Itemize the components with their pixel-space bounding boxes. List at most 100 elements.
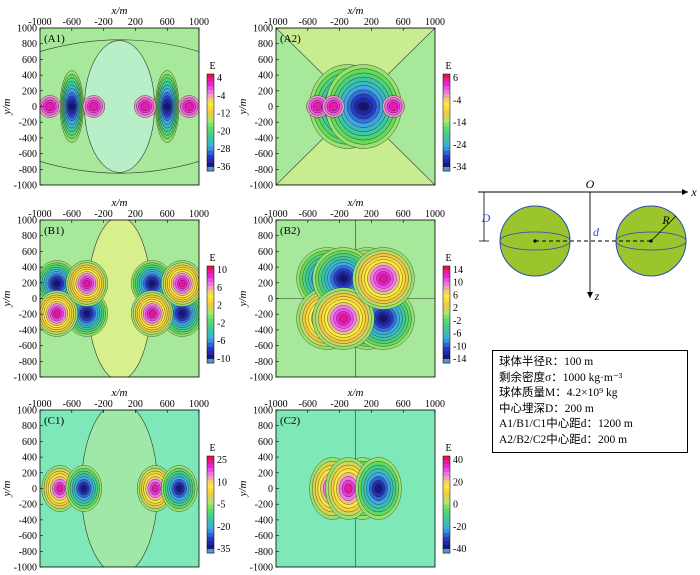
colorbar-segment [207,520,214,526]
x-tick-label: -600 [63,17,81,28]
y-tick-label: -1000 [250,181,273,192]
y-tick-label: 800 [258,231,273,242]
y-axis-title: y/m [237,481,249,498]
colorbar-tick-label: -24 [453,140,466,151]
colorbar-segment [207,290,214,295]
colorbar-title: E [209,443,215,454]
contour-ring [344,483,353,494]
colorbar-segment [207,330,214,336]
colorbar-tick-label: -4 [217,91,225,102]
colorbar-segment [207,294,214,299]
x-tick-label: 600 [160,209,175,220]
contour-ring [339,274,348,283]
y-tick-label: 800 [22,231,37,242]
colorbar-segment [207,504,214,510]
y-tick-label: -1000 [250,373,273,384]
y-tick-label: 400 [258,263,273,274]
colorbar-tick-label: 6 [453,73,458,84]
panel-label: (C2) [280,415,301,427]
y-tick-label: -200 [19,500,37,511]
x-tick-label: -1000 [28,399,51,410]
colorbar-segment [443,86,450,91]
panel-label: (C1) [44,415,65,427]
colorbar-segment [443,314,450,320]
colorbar-title: E [209,253,215,264]
y-tick-label: 400 [22,263,37,274]
panel-label: (B2) [280,225,301,237]
contour-ring [83,280,90,287]
y-axis-title: y/m [1,481,13,498]
colorbar-segment [443,520,450,526]
colorbar-segment [207,118,214,123]
colorbar-segment [207,512,214,518]
colorbar-segment [207,274,214,279]
x-axis-title: x/m [111,387,128,399]
y-tick-label: 0 [32,294,37,305]
colorbar-segment [443,154,450,160]
colorbar-tick-label: 0 [453,500,458,511]
y-tick-label: 200 [22,86,37,97]
x-axis-label: x [690,185,697,199]
x-tick-label: -1000 [264,399,287,410]
x-tick-label: 600 [396,17,411,28]
z-axis-label: z [594,289,600,303]
y-tick-label: -400 [19,325,37,336]
x-tick-label: -200 [94,17,112,28]
colorbar-segment [443,496,450,501]
colorbar-segment [207,282,214,287]
contour-ring [53,310,60,317]
colorbar-segment [207,106,214,111]
colorbar-segment [207,536,214,542]
x-axis-title: x/m [111,5,128,17]
colorbar-segment [443,334,450,340]
colorbar-segment [207,532,214,538]
y-tick-label: -600 [19,149,37,160]
contour-ring [80,484,88,493]
colorbar-tick-label: -20 [217,126,230,137]
y-axis-title: y/m [1,99,13,116]
y-tick-label: 800 [258,421,273,432]
y-tick-label: 1000 [17,216,37,227]
x-tick-label: -200 [94,209,112,220]
colorbar-segment [207,302,214,307]
colorbar-segment [207,480,214,485]
contour-ring [164,102,171,111]
contour-ring [379,274,388,283]
x-tick-label: 200 [364,399,379,410]
plot-area [40,410,199,567]
colorbar-segment [443,158,450,164]
contour-ring [68,102,75,111]
colorbar-tick-label: -10 [217,354,230,365]
colorbar-segment [207,460,214,465]
plot-area [276,220,435,377]
colorbar: E4 -4 -12 -20 -28 -36 [206,61,230,173]
colorbar-segment [443,106,450,111]
colorbar-segment [443,358,450,364]
y-tick-label: -600 [19,341,37,352]
y-tick-label: -800 [19,357,37,368]
x-tick-label: 600 [160,17,175,28]
colorbar-segment [207,110,214,115]
panel-b1: (B1) x/m -1000 -600 -200 200 600 1000 1000 800 600… [1,197,230,384]
contour-ring [379,314,388,323]
colorbar-segment [443,150,450,156]
y-tick-label: 600 [258,55,273,66]
y-tick-label: 400 [22,71,37,82]
colorbar-segment [443,82,450,87]
colorbar-segment [207,154,214,160]
colorbar-tick-label: 2 [217,301,222,312]
colorbar-segment [207,464,214,469]
colorbar-segment [207,298,214,303]
colorbar-segment [207,318,214,324]
colorbar-tick-label: 10 [217,477,227,488]
colorbar: E40 20 0 -20 -40 [442,443,466,555]
colorbar-tick-label: 14 [453,265,463,276]
parameter-box: 球体半径R：100 m 剩余密度σ：1000 kg·m⁻³ 球体质量M：4.2×… [492,350,688,453]
x-axis-title: x/m [347,5,364,17]
colorbar-segment [207,278,214,283]
colorbar-segment [207,150,214,156]
colorbar-segment [207,82,214,87]
y-axis-title: y/m [237,291,249,308]
y-tick-label: 1000 [253,216,273,227]
colorbar-segment [207,488,214,493]
